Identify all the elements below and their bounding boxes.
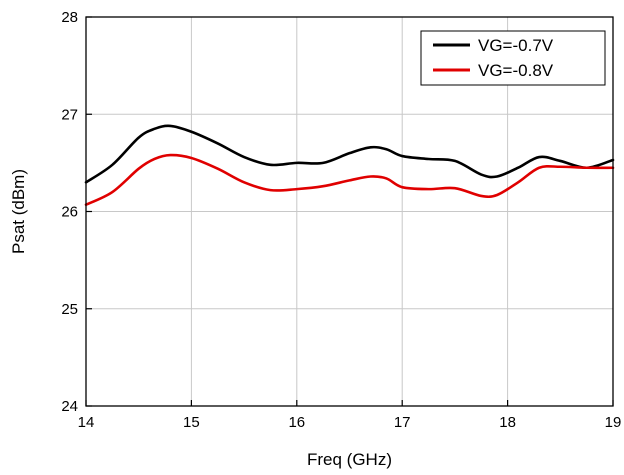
x-tick-label: 17 xyxy=(394,414,411,431)
tick-layer: 14 15 16 17 18 19 24 25 26 27 28 xyxy=(61,9,621,431)
y-tick-label: 25 xyxy=(61,301,78,318)
y-axis-label: Psat (dBm) xyxy=(9,169,28,254)
y-tick-label: 28 xyxy=(61,9,78,26)
legend-label-vg-08: VG=-0.8V xyxy=(478,61,554,80)
legend-label-vg-07: VG=-0.7V xyxy=(478,36,554,55)
legend: VG=-0.7V VG=-0.8V xyxy=(420,30,606,86)
y-tick-label: 27 xyxy=(61,106,78,123)
x-axis-label: Freq (GHz) xyxy=(307,450,392,469)
x-tick-label: 19 xyxy=(605,414,622,431)
series-line-vg-08 xyxy=(84,153,615,206)
series-layer xyxy=(84,124,615,206)
series-line-vg-07 xyxy=(84,124,615,184)
legend-box xyxy=(420,30,606,86)
y-tick-label: 26 xyxy=(61,204,78,221)
x-tick-label: 16 xyxy=(288,414,305,431)
x-tick-label: 18 xyxy=(499,414,516,431)
x-tick-label: 14 xyxy=(78,414,95,431)
y-tick-label: 24 xyxy=(61,398,78,415)
x-tick-label: 15 xyxy=(183,414,200,431)
